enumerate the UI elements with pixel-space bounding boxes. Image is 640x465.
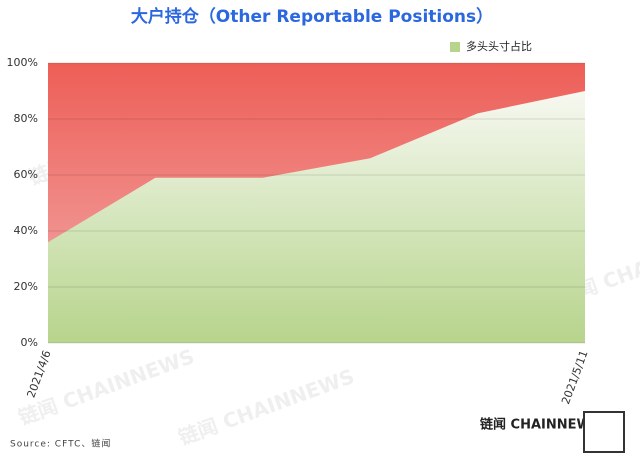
legend-label: 多头头寸占比 xyxy=(466,39,532,53)
y-tick-label: 20% xyxy=(14,280,38,293)
legend-swatch xyxy=(450,42,460,52)
y-tick-label: 0% xyxy=(21,336,38,349)
chart-title: 大户持仓（Other Reportable Positions） xyxy=(131,6,493,27)
watermark: 链闻 CHAINNEWS xyxy=(175,364,357,450)
x-tick-label: 2021/5/11 xyxy=(559,349,591,406)
logo: 链闻 CHAINNEWS xyxy=(479,417,600,433)
source: Source: CFTC、链闻 xyxy=(10,438,111,450)
qr-code xyxy=(583,411,625,453)
y-tick-label: 80% xyxy=(14,112,38,125)
y-tick-label: 100% xyxy=(7,56,38,69)
y-tick-label: 40% xyxy=(14,224,38,237)
x-tick-label: 2021/4/6 xyxy=(25,349,54,400)
y-tick-label: 60% xyxy=(14,168,38,181)
area xyxy=(48,91,585,343)
